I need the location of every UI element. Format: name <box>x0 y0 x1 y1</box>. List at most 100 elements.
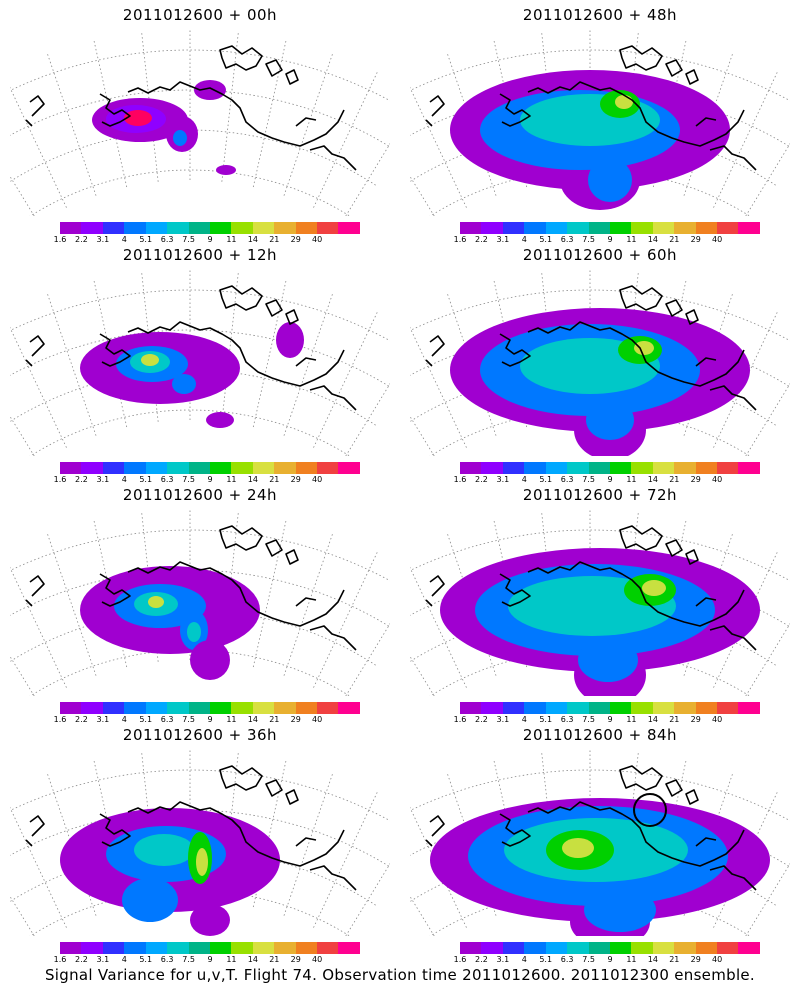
colorbar-swatch <box>481 462 503 474</box>
colorbar-label: 7.5 <box>182 475 195 484</box>
longitude-line <box>10 806 67 928</box>
map-plot <box>410 750 790 936</box>
colorbar-label: 29 <box>690 475 701 484</box>
latitude-line <box>10 49 390 102</box>
colorbar-label: 14 <box>647 475 658 484</box>
variance-field <box>80 566 260 680</box>
colorbar-label: 29 <box>690 955 701 964</box>
colorbar-swatch <box>481 222 503 234</box>
colorbar-swatch <box>588 462 610 474</box>
colorbar-swatch <box>295 462 318 474</box>
coastlines <box>25 765 357 891</box>
coastline <box>695 837 757 891</box>
panel-title: 2011012600 + 00h <box>122 6 278 24</box>
coastline <box>219 765 263 791</box>
colorbar-label: 29 <box>290 475 301 484</box>
colorbar-labels: 1.6 2.2 3.1 4 5.1 6.3 7.5 9 11 14 21 29 40 <box>54 475 360 485</box>
colorbar-labels: 1.6 2.2 3.1 4 5.1 6.3 7.5 9 11 14 21 29 40 <box>454 475 760 485</box>
colorbar-swatch <box>60 222 82 234</box>
colorbar-label: 7.5 <box>182 715 195 724</box>
colorbar-label: 1.6 <box>453 715 467 724</box>
latitude-line <box>410 529 790 582</box>
coastlines <box>25 45 357 171</box>
coastline <box>425 575 445 607</box>
colorbar-label: 11 <box>626 955 637 964</box>
coastline <box>127 81 345 147</box>
latitude-line <box>29 409 351 456</box>
colorbar-label: 14 <box>247 955 258 964</box>
colorbar-label: 21 <box>269 235 280 244</box>
colorbar-swatch <box>460 222 482 234</box>
variance-contour <box>634 341 654 355</box>
colorbar-label: 2.2 <box>475 235 488 244</box>
variance-contour <box>588 158 632 202</box>
longitude-line <box>345 863 390 936</box>
colorbar <box>460 702 760 714</box>
colorbar-labels: 1.6 2.2 3.1 4 5.1 6.3 7.5 9 11 14 21 29 40 <box>454 235 760 245</box>
colorbar-label: 14 <box>247 715 258 724</box>
longitude-line <box>410 175 435 216</box>
variance-contour <box>615 95 633 109</box>
colorbar-label: 9 <box>207 235 213 244</box>
colorbar-label: 40 <box>712 475 723 484</box>
colorbar-swatch <box>338 942 360 954</box>
colorbar-label: 29 <box>690 715 701 724</box>
variance-contour <box>148 596 164 608</box>
colorbar-label: 21 <box>669 955 680 964</box>
colorbar-swatch <box>695 462 718 474</box>
variance-contour <box>578 638 638 682</box>
longitude-line <box>410 566 467 688</box>
colorbar-label: 29 <box>290 715 301 724</box>
colorbar-label: 11 <box>626 475 637 484</box>
colorbar-label: 14 <box>647 715 658 724</box>
coastline <box>25 575 45 607</box>
colorbar-swatch <box>124 942 146 954</box>
longitude-line <box>313 551 378 688</box>
colorbar-label: 1.6 <box>453 475 467 484</box>
colorbar-swatch <box>188 942 210 954</box>
variance-contour <box>196 848 208 876</box>
colorbar-label: 11 <box>626 715 637 724</box>
longitude-line <box>221 272 239 422</box>
longitude-line <box>745 863 790 936</box>
colorbar-label: 40 <box>712 715 723 724</box>
colorbar-label: 4 <box>121 955 127 964</box>
colorbar-swatch <box>717 942 739 954</box>
colorbar-label: 14 <box>647 955 658 964</box>
coastline <box>295 117 357 171</box>
colorbar-labels: 1.6 2.2 3.1 4 5.1 6.3 7.5 9 11 14 21 29 40 <box>54 715 360 725</box>
latitude-line <box>10 529 390 582</box>
colorbar-swatch <box>145 462 168 474</box>
longitude-line <box>713 791 778 928</box>
colorbar-swatch <box>60 702 82 714</box>
colorbar-labels: 1.6 2.2 3.1 4 5.1 6.3 7.5 9 11 14 21 29 40 <box>54 955 360 965</box>
colorbar-swatch <box>631 462 653 474</box>
coastline <box>25 815 45 847</box>
colorbar-swatch <box>674 222 696 234</box>
colorbar-swatch <box>167 702 189 714</box>
latitude-line <box>410 769 790 822</box>
coastline <box>527 561 745 627</box>
coastline <box>499 813 531 847</box>
longitude-line <box>410 326 467 448</box>
panel-title: 2011012600 + 84h <box>522 726 678 744</box>
observation-circle <box>633 793 667 827</box>
colorbar-label: 14 <box>647 235 658 244</box>
variance-field <box>80 322 304 428</box>
variance-contour <box>586 400 634 440</box>
colorbar-swatch <box>231 222 253 234</box>
coastline <box>499 573 531 607</box>
colorbar-swatch <box>60 942 82 954</box>
colorbar-label: 9 <box>607 235 613 244</box>
colorbar-swatch <box>102 702 125 714</box>
coastline <box>99 813 131 847</box>
colorbar-swatch <box>81 222 103 234</box>
colorbar-swatch <box>502 942 525 954</box>
longitude-line <box>713 551 778 688</box>
colorbar-swatch <box>102 222 125 234</box>
longitude-line <box>10 175 35 216</box>
colorbar-swatch <box>274 702 296 714</box>
colorbar-swatch <box>545 462 568 474</box>
longitude-line <box>313 71 378 208</box>
colorbar-label: 1.6 <box>53 475 67 484</box>
